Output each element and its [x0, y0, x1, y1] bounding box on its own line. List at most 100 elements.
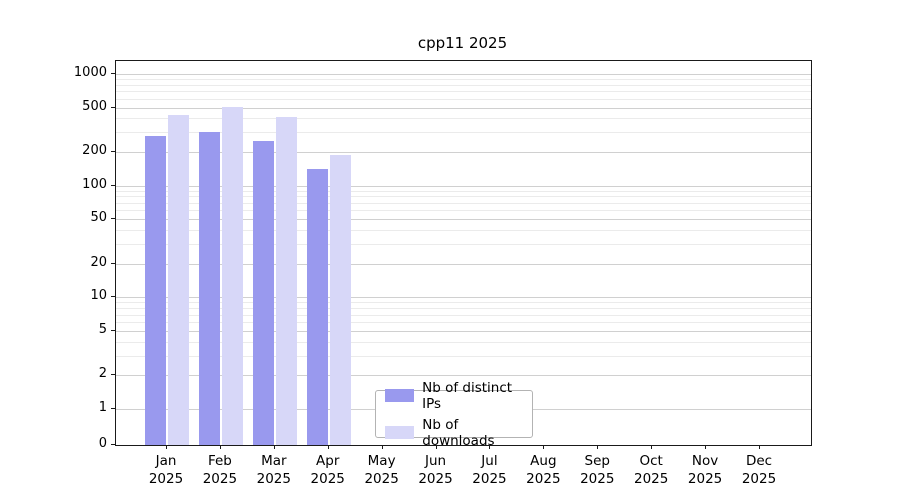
minor-gridline	[116, 202, 811, 204]
legend-swatch-distinct-ips	[385, 389, 415, 402]
y-tick-label: 100	[82, 176, 107, 192]
y-tick-label: 2	[98, 366, 107, 382]
x-tick-year: 2025	[148, 471, 184, 487]
x-tick	[705, 445, 707, 449]
y-tick-label: 20	[90, 254, 107, 270]
y-tick-label: 500	[82, 98, 107, 114]
major-gridline	[116, 297, 811, 299]
legend-label-downloads: Nb of downloads	[422, 416, 495, 449]
minor-gridline	[116, 314, 811, 316]
y-tick	[111, 73, 115, 74]
major-gridline	[116, 263, 811, 265]
x-tick-label: Jun 2025	[402, 452, 470, 488]
x-tick-label: Aug 2025	[509, 452, 577, 488]
x-tick	[273, 445, 275, 449]
y-tick	[111, 329, 115, 331]
y-tick-label: 1	[98, 400, 107, 415]
minor-gridline	[116, 322, 811, 324]
y-tick	[111, 262, 115, 264]
y-tick	[111, 408, 115, 409]
plot-area	[115, 60, 812, 446]
x-tick-year: 2025	[472, 471, 507, 487]
y-tick-label: 50	[90, 210, 107, 226]
bar-distinct-ips	[306, 169, 328, 445]
x-tick	[166, 445, 167, 449]
bar-distinct-ips	[145, 135, 166, 445]
minor-gridline	[116, 210, 811, 212]
legend-swatch-downloads	[385, 426, 415, 439]
bar-downloads	[168, 114, 189, 445]
y-tick-label: 0	[98, 436, 107, 451]
x-tick-label: Nov 2025	[671, 452, 739, 488]
legend-label-distinct-ips: Nb of distinct IPs	[422, 379, 513, 412]
x-tick-label: Oct 2025	[617, 452, 685, 488]
x-tick-month: Aug	[530, 453, 557, 469]
x-tick-month: Apr	[316, 453, 340, 469]
x-tick-label: Apr 2025	[294, 452, 362, 488]
chart-title: cpp11 2025	[417, 34, 508, 52]
x-tick-year: 2025	[580, 471, 615, 487]
minor-gridline	[116, 190, 811, 192]
bar-downloads	[221, 106, 243, 445]
bar-downloads	[329, 154, 351, 445]
minor-gridline	[116, 355, 811, 357]
x-tick-year: 2025	[526, 471, 561, 487]
legend-item-distinct-ips: Nb of distinct IPs	[385, 380, 532, 412]
x-tick-label: Mar 2025	[240, 452, 308, 488]
x-tick-month: Jan	[155, 453, 177, 469]
major-gridline	[116, 219, 811, 221]
x-tick-month: Oct	[639, 453, 663, 469]
major-gridline	[116, 107, 811, 109]
x-tick-year: 2025	[418, 471, 453, 487]
major-gridline	[116, 74, 811, 75]
minor-gridline	[116, 230, 811, 232]
minor-gridline	[116, 84, 811, 86]
bar-distinct-ips	[252, 141, 274, 445]
x-tick	[219, 445, 221, 449]
minor-gridline	[116, 308, 811, 310]
y-tick	[111, 374, 115, 376]
x-tick-month: Sep	[584, 453, 610, 469]
y-tick	[111, 184, 115, 186]
y-tick-label: 1000	[73, 65, 107, 80]
x-tick-label: May 2025	[348, 452, 416, 488]
x-tick-month: Jun	[424, 453, 447, 469]
y-tick	[111, 444, 115, 445]
minor-gridline	[116, 196, 811, 198]
x-tick	[327, 445, 329, 449]
x-tick-month: Nov	[691, 453, 719, 469]
x-tick-label: Sep 2025	[563, 452, 631, 488]
x-tick-month: Jul	[481, 453, 498, 469]
y-tick	[111, 106, 115, 108]
x-tick-label: Jan 2025	[132, 452, 200, 488]
x-tick	[651, 445, 653, 449]
legend: Nb of distinct IPs Nb of downloads	[375, 380, 533, 449]
y-tick	[111, 218, 115, 220]
y-tick	[111, 151, 115, 153]
x-tick	[543, 445, 545, 449]
x-tick	[759, 445, 760, 449]
minor-gridline	[116, 302, 811, 304]
minor-gridline	[116, 132, 811, 134]
y-tick	[111, 296, 115, 298]
minor-gridline	[116, 341, 811, 343]
y-tick-label: 10	[90, 288, 107, 304]
x-tick	[489, 445, 491, 449]
x-tick-year: 2025	[202, 471, 238, 487]
x-tick-year: 2025	[310, 471, 345, 487]
minor-gridline	[116, 79, 811, 81]
x-tick-month: Dec	[745, 453, 773, 469]
x-tick-month: May	[367, 453, 396, 469]
x-tick-year: 2025	[256, 471, 291, 487]
x-tick	[597, 445, 599, 449]
x-tick-year: 2025	[633, 471, 669, 487]
x-tick-label: Dec 2025	[725, 452, 793, 488]
bar-downloads	[275, 117, 297, 445]
x-tick-year: 2025	[364, 471, 399, 487]
major-gridline	[116, 330, 811, 332]
minor-gridline	[116, 244, 811, 246]
x-tick-label: Feb 2025	[186, 452, 254, 488]
major-gridline	[116, 375, 811, 377]
minor-gridline	[116, 98, 811, 100]
minor-gridline	[116, 118, 811, 120]
